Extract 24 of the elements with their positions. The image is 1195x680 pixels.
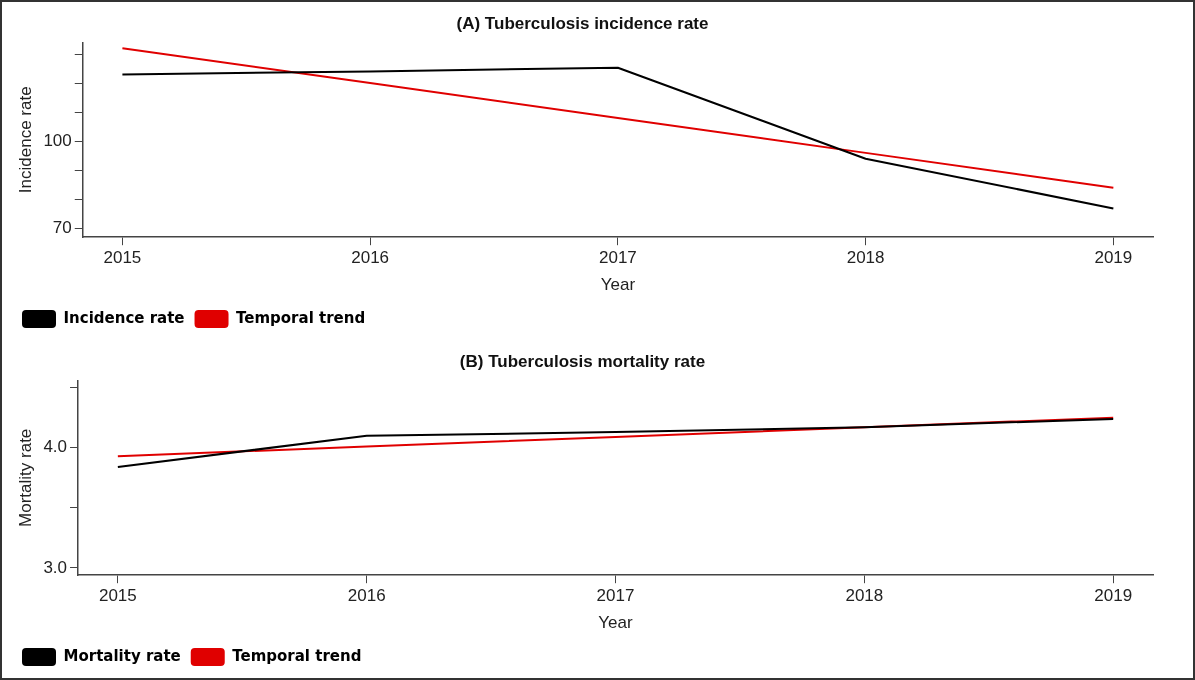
x-tick-label: 2018 xyxy=(846,248,885,268)
chart-title: (A) Tuberculosis incidence rate xyxy=(456,13,709,33)
x-tick-label: 2019 xyxy=(1094,248,1133,268)
y-tick-label: 100 xyxy=(43,130,72,150)
y-axis-title: Mortality rate xyxy=(15,428,35,527)
x-tick-label: 2018 xyxy=(845,586,884,606)
x-tick-label: 2017 xyxy=(596,586,635,606)
x-axis-title: Year xyxy=(600,275,636,295)
legend-label: Mortality rate xyxy=(63,646,181,665)
x-tick-label: 2016 xyxy=(347,586,386,606)
x-axis-title: Year xyxy=(598,613,634,633)
x-tick-label: 2016 xyxy=(351,248,390,268)
legend-label: Temporal trend xyxy=(232,646,362,665)
y-tick-label: 3.0 xyxy=(43,557,68,577)
x-tick-label: 2015 xyxy=(103,248,142,268)
x-tick-label: 2019 xyxy=(1094,586,1133,606)
legend-label: Temporal trend xyxy=(236,308,366,327)
y-tick-label: 70 xyxy=(52,218,72,238)
y-tick-label: 4.0 xyxy=(43,437,68,457)
legend-label: Incidence rate xyxy=(63,308,185,327)
x-tick-label: 2017 xyxy=(598,248,637,268)
chart-title: (B) Tuberculosis mortality rate xyxy=(459,351,706,371)
y-axis-title: Incidence rate xyxy=(15,86,35,194)
x-tick-label: 2015 xyxy=(98,586,137,606)
